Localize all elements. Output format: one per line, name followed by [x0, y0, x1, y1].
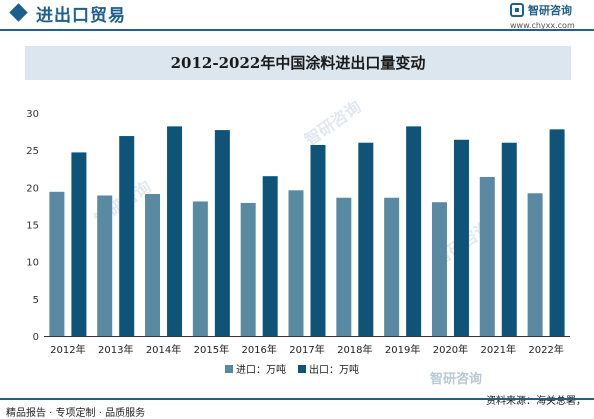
footer-slogan: 精品报告 · 专项定制 · 品质服务	[6, 408, 146, 419]
legend-swatch-export	[298, 365, 306, 373]
y-tick-label: 30	[26, 109, 39, 120]
import-bar	[49, 191, 65, 336]
section-title: 进出口贸易	[36, 6, 126, 26]
import-bar	[384, 197, 400, 336]
export-bar	[406, 126, 422, 336]
x-tick-label: 2019年	[385, 343, 420, 356]
x-tick-label: 2020年	[433, 343, 468, 356]
y-tick-label: 15	[26, 221, 39, 232]
logo-url: www.chyxx.com	[510, 21, 575, 30]
export-bar	[453, 139, 469, 336]
import-bar	[97, 195, 113, 336]
export-bar	[262, 176, 278, 336]
logo-name: 智研咨询	[528, 4, 572, 17]
x-tick-label: 2018年	[337, 343, 372, 356]
import-bar	[479, 176, 495, 336]
y-tick-label: 20	[26, 183, 39, 194]
header: 进出口贸易 智研咨询 www.chyxx.com	[0, 0, 594, 36]
export-bar	[71, 152, 87, 336]
import-bar	[192, 201, 208, 336]
import-bar	[145, 194, 161, 336]
import-bar	[336, 197, 352, 336]
x-tick-label: 2016年	[241, 343, 276, 356]
logo-icon	[510, 3, 524, 17]
y-tick-label: 0	[33, 332, 39, 343]
header-divider	[0, 29, 594, 31]
export-bar	[549, 129, 565, 336]
bar-chart: 0 5 10 15 20 25 30 2012年 2013年 2014年 2015年 2016年 201…	[26, 109, 570, 376]
import-bar	[431, 202, 447, 336]
export-bar	[119, 136, 135, 336]
import-bar	[240, 202, 256, 336]
x-tick-label: 2015年	[194, 343, 229, 356]
x-tick-label: 2022年	[528, 343, 563, 356]
export-bar	[501, 142, 517, 336]
legend-label-export: 出口：万吨	[309, 363, 359, 376]
x-tick-label: 2017年	[289, 343, 324, 356]
chart-title: 2012-2022年中国涂料进出口量变动	[170, 54, 426, 72]
import-bar	[527, 193, 543, 336]
import-bar	[288, 190, 304, 336]
chart-title-box: 2012-2022年中国涂料进出口量变动	[25, 46, 571, 80]
x-tick-label: 2013年	[98, 343, 133, 356]
legend-swatch-import	[225, 365, 233, 373]
export-bar	[310, 144, 326, 336]
x-tick-label: 2021年	[481, 343, 516, 356]
export-bar	[358, 142, 374, 336]
x-tick-label: 2012年	[50, 343, 85, 356]
footer-divider	[0, 398, 594, 400]
y-tick-label: 10	[26, 258, 39, 269]
legend-label-import: 进口：万吨	[236, 363, 286, 376]
y-tick-label: 5	[33, 295, 39, 306]
footer-logo: 智研咨询	[430, 372, 483, 387]
x-tick-label: 2014年	[146, 343, 181, 356]
export-bar	[214, 130, 230, 336]
export-bar	[167, 126, 183, 336]
y-tick-label: 25	[26, 146, 39, 157]
diamond-icon	[9, 3, 28, 22]
source-note: 资料来源：海关总署，	[486, 396, 586, 407]
